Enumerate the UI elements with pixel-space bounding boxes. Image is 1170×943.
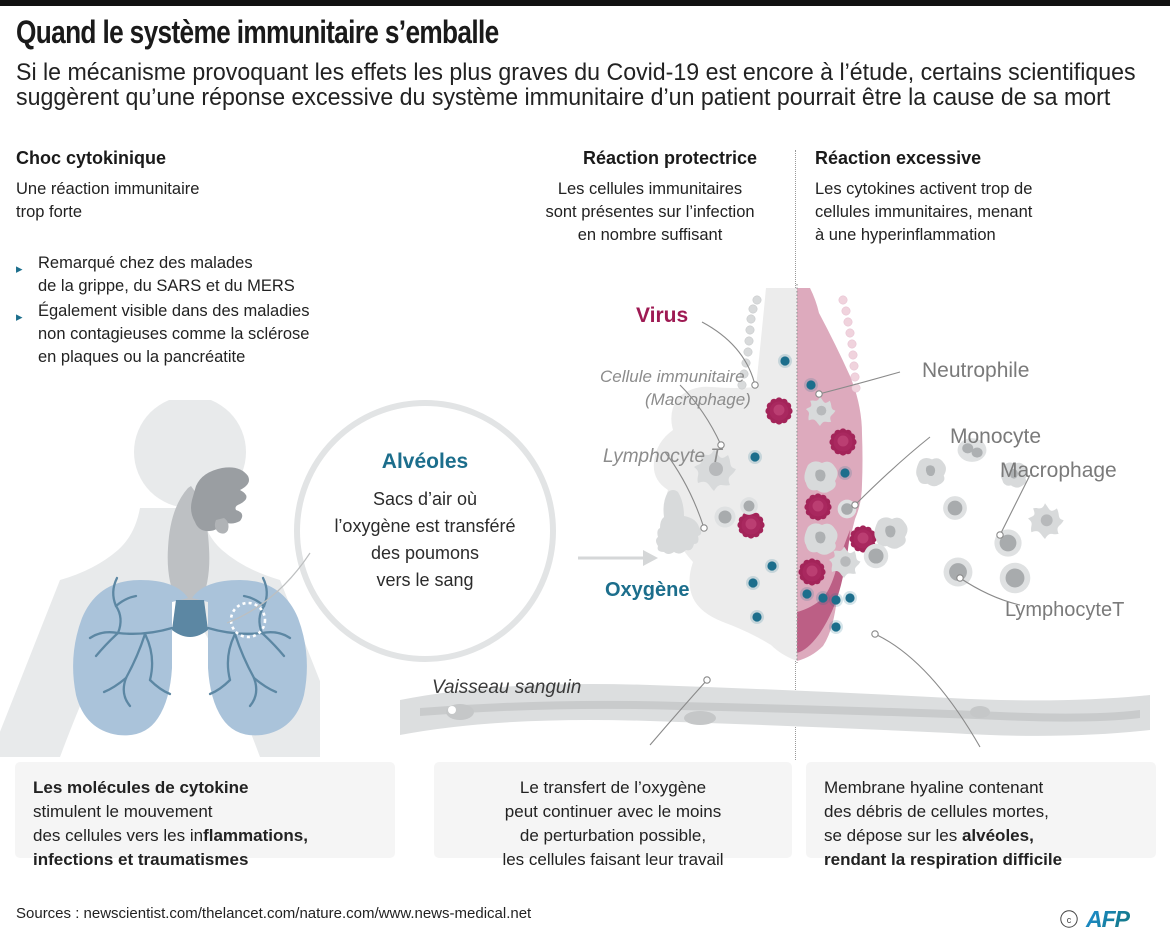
svg-text:Lymphocyte T: Lymphocyte T <box>603 446 723 467</box>
svg-text:Neutrophile: Neutrophile <box>922 359 1029 382</box>
svg-text:Macrophage: Macrophage <box>1000 459 1117 482</box>
svg-text:Vaisseau sanguin: Vaisseau sanguin <box>432 677 581 698</box>
svg-text:c: c <box>1067 915 1072 925</box>
svg-text:(Macrophage): (Macrophage) <box>645 390 751 409</box>
svg-text:Virus: Virus <box>636 304 688 327</box>
svg-text:Cellule immunitaire: Cellule immunitaire <box>600 367 745 386</box>
svg-text:AFP: AFP <box>1085 906 1131 932</box>
svg-text:Monocyte: Monocyte <box>950 425 1041 448</box>
svg-text:LymphocyteT: LymphocyteT <box>1005 599 1124 621</box>
svg-text:Oxygène: Oxygène <box>605 579 689 601</box>
